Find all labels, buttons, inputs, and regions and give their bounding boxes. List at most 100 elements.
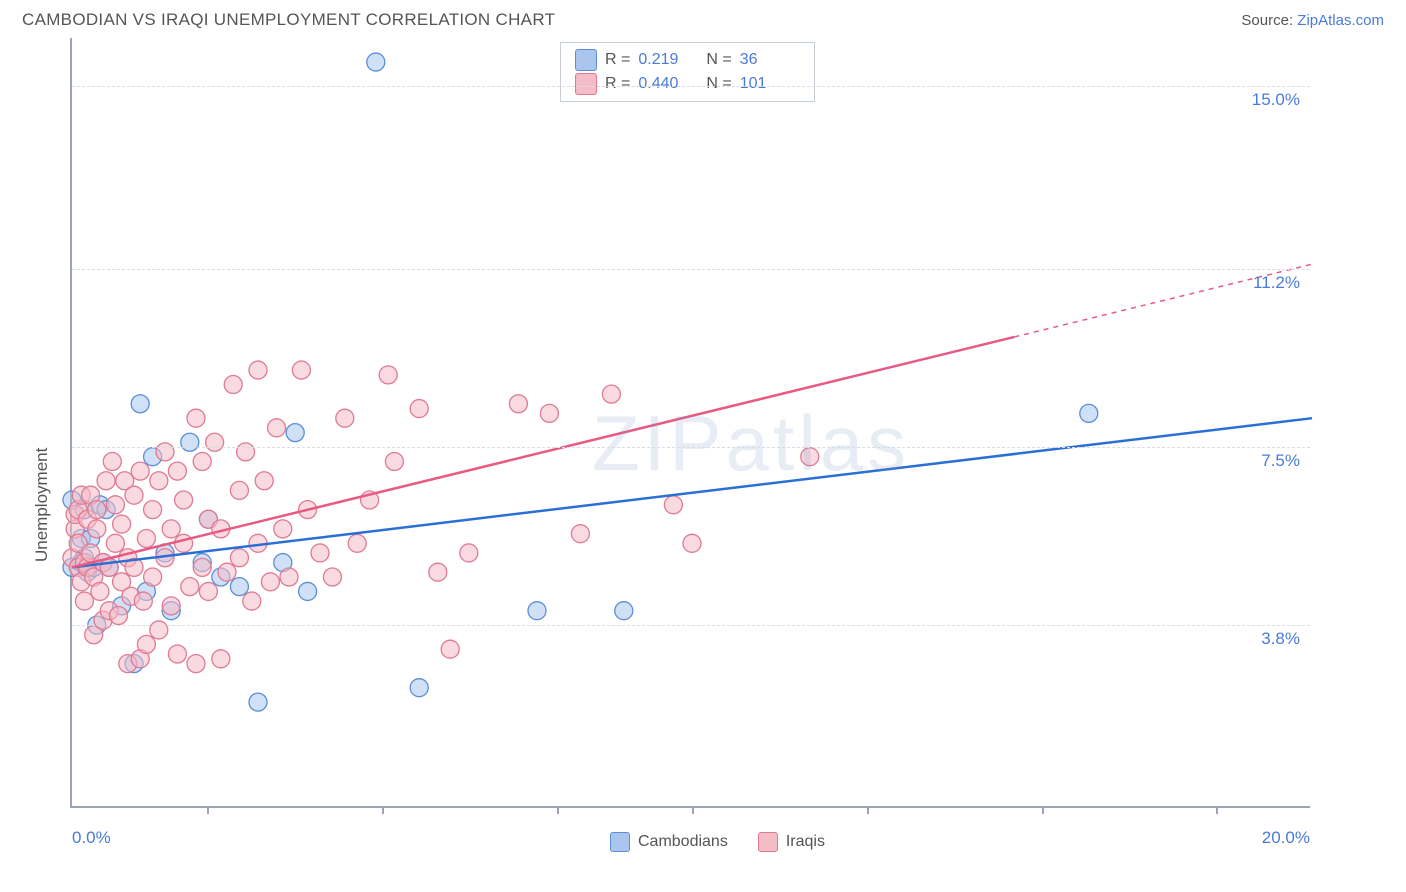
data-point bbox=[181, 578, 199, 596]
data-point bbox=[379, 366, 397, 384]
legend-series-name: Cambodians bbox=[638, 833, 728, 851]
data-point bbox=[144, 568, 162, 586]
data-point bbox=[348, 534, 366, 552]
y-tick-label: 11.2% bbox=[1253, 273, 1300, 293]
source-link[interactable]: ZipAtlas.com bbox=[1297, 12, 1384, 29]
data-point bbox=[134, 592, 152, 610]
data-point bbox=[249, 361, 267, 379]
data-point bbox=[429, 563, 447, 581]
y-axis-label: Unemployment bbox=[32, 447, 52, 561]
data-point bbox=[367, 53, 385, 71]
legend-row: R = 0.219 N = 36 bbox=[575, 49, 800, 71]
data-point bbox=[385, 453, 403, 471]
x-axis-label: 20.0% bbox=[1262, 828, 1310, 848]
data-point bbox=[336, 409, 354, 427]
gridline bbox=[72, 86, 1310, 87]
data-point bbox=[199, 582, 217, 600]
gridline bbox=[72, 447, 1310, 448]
chart-title: CAMBODIAN VS IRAQI UNEMPLOYMENT CORRELAT… bbox=[22, 10, 555, 30]
data-point bbox=[113, 515, 131, 533]
data-point bbox=[801, 448, 819, 466]
legend-swatch bbox=[610, 832, 630, 852]
data-point bbox=[1080, 404, 1098, 422]
data-point bbox=[683, 534, 701, 552]
data-point bbox=[131, 395, 149, 413]
y-tick-label: 7.5% bbox=[1261, 451, 1300, 471]
data-point bbox=[268, 419, 286, 437]
data-point bbox=[150, 621, 168, 639]
data-point bbox=[187, 655, 205, 673]
data-point bbox=[187, 409, 205, 427]
plot-area: ZIPatlas R = 0.219 N = 36 R = 0.440 N = … bbox=[70, 38, 1310, 808]
data-point bbox=[175, 534, 193, 552]
legend-r-label: R = bbox=[605, 51, 630, 69]
data-point bbox=[162, 597, 180, 615]
data-point bbox=[137, 635, 155, 653]
data-point bbox=[528, 602, 546, 620]
gridline bbox=[72, 269, 1310, 270]
data-point bbox=[292, 361, 310, 379]
data-point bbox=[299, 582, 317, 600]
data-point bbox=[664, 496, 682, 514]
chart-header: CAMBODIAN VS IRAQI UNEMPLOYMENT CORRELAT… bbox=[0, 0, 1406, 38]
trend-line bbox=[72, 337, 1014, 567]
x-tick bbox=[382, 806, 384, 814]
data-point bbox=[230, 481, 248, 499]
data-point bbox=[150, 472, 168, 490]
data-point bbox=[137, 530, 155, 548]
data-point bbox=[274, 520, 292, 538]
legend-item: Cambodians bbox=[610, 832, 728, 852]
data-point bbox=[162, 520, 180, 538]
data-point bbox=[106, 534, 124, 552]
data-point bbox=[615, 602, 633, 620]
legend-n-value: 36 bbox=[740, 51, 800, 69]
legend-swatch bbox=[758, 832, 778, 852]
source-attribution: Source: ZipAtlas.com bbox=[1241, 12, 1384, 29]
data-point bbox=[131, 462, 149, 480]
data-point bbox=[243, 592, 261, 610]
legend-n-value: 101 bbox=[740, 75, 800, 93]
chart-svg-layer bbox=[72, 38, 1312, 808]
legend-n-label: N = bbox=[706, 51, 731, 69]
legend-r-value: 0.440 bbox=[638, 75, 698, 93]
x-tick bbox=[1042, 806, 1044, 814]
x-tick bbox=[867, 806, 869, 814]
legend-swatch bbox=[575, 49, 597, 71]
data-point bbox=[88, 520, 106, 538]
data-point bbox=[286, 424, 304, 442]
data-point bbox=[460, 544, 478, 562]
data-point bbox=[125, 486, 143, 504]
data-point bbox=[168, 645, 186, 663]
data-point bbox=[75, 592, 93, 610]
data-point bbox=[97, 472, 115, 490]
data-point bbox=[103, 453, 121, 471]
legend-item: Iraqis bbox=[758, 832, 825, 852]
x-tick bbox=[207, 806, 209, 814]
data-point bbox=[311, 544, 329, 562]
data-point bbox=[206, 433, 224, 451]
data-point bbox=[280, 568, 298, 586]
data-point bbox=[230, 578, 248, 596]
legend-row: R = 0.440 N = 101 bbox=[575, 73, 800, 95]
legend-r-value: 0.219 bbox=[638, 51, 698, 69]
data-point bbox=[237, 443, 255, 461]
series-legend: Cambodians Iraqis bbox=[610, 832, 825, 852]
x-tick bbox=[557, 806, 559, 814]
data-point bbox=[441, 640, 459, 658]
data-point bbox=[255, 472, 273, 490]
data-point bbox=[261, 573, 279, 591]
scatter-chart: ZIPatlas R = 0.219 N = 36 R = 0.440 N = … bbox=[22, 38, 1384, 878]
legend-series-name: Iraqis bbox=[786, 833, 825, 851]
data-point bbox=[144, 501, 162, 519]
x-axis-label: 0.0% bbox=[72, 828, 111, 848]
data-point bbox=[571, 525, 589, 543]
data-point bbox=[193, 453, 211, 471]
source-label: Source: bbox=[1241, 12, 1297, 29]
data-point bbox=[323, 568, 341, 586]
data-point bbox=[88, 501, 106, 519]
legend-swatch bbox=[575, 73, 597, 95]
x-tick bbox=[1216, 806, 1218, 814]
data-point bbox=[106, 496, 124, 514]
correlation-legend: R = 0.219 N = 36 R = 0.440 N = 101 bbox=[560, 42, 815, 102]
data-point bbox=[110, 607, 128, 625]
